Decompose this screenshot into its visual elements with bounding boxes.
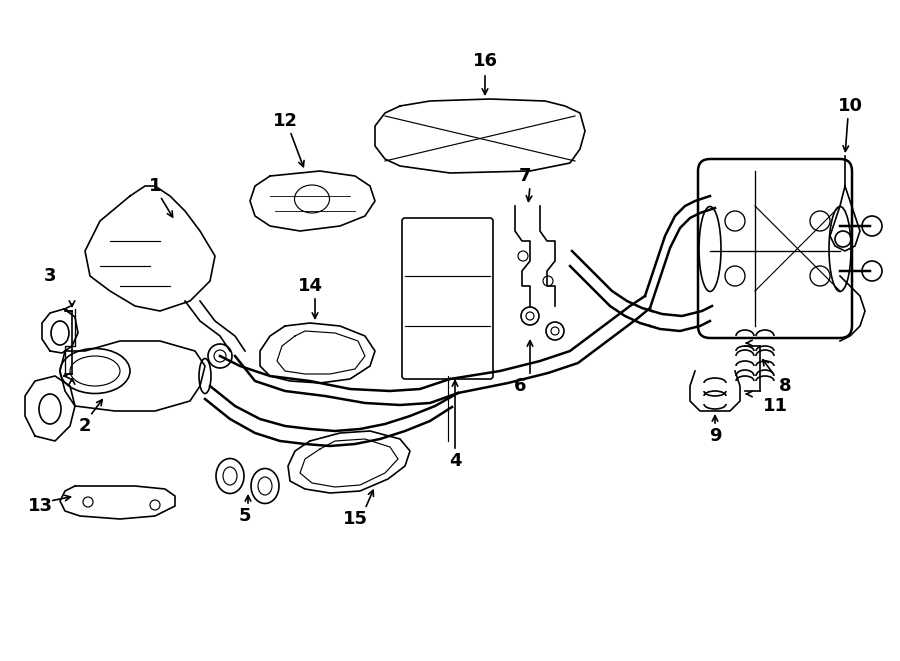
Text: 15: 15 bbox=[343, 510, 367, 528]
Text: 11: 11 bbox=[762, 397, 788, 415]
Text: 10: 10 bbox=[838, 97, 862, 115]
Text: 8: 8 bbox=[778, 377, 791, 395]
Text: 14: 14 bbox=[298, 277, 322, 295]
Text: 2: 2 bbox=[79, 417, 91, 435]
Text: 5: 5 bbox=[238, 507, 251, 525]
Text: 13: 13 bbox=[28, 497, 52, 515]
Text: 1: 1 bbox=[148, 177, 161, 195]
Text: 9: 9 bbox=[709, 427, 721, 445]
Text: 6: 6 bbox=[514, 377, 526, 395]
Text: 7: 7 bbox=[518, 167, 531, 185]
Text: 3: 3 bbox=[44, 267, 56, 285]
Text: 4: 4 bbox=[449, 452, 461, 470]
Text: 16: 16 bbox=[472, 52, 498, 70]
Text: 12: 12 bbox=[273, 112, 298, 130]
